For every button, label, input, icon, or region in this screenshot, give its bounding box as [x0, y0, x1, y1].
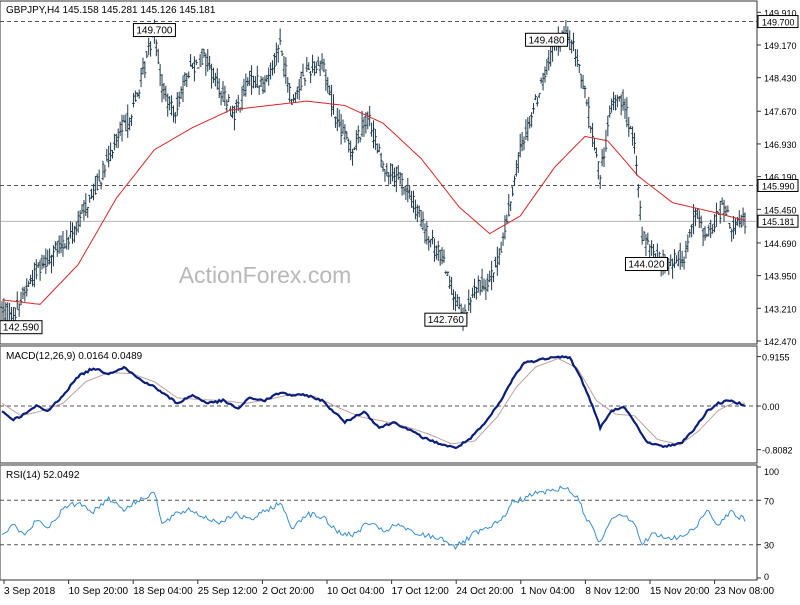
- price-tick-label: 146.190: [764, 173, 797, 183]
- x-tick-label: 23 Nov 08:00: [715, 586, 775, 597]
- price-panel-frame: [0, 0, 758, 345]
- x-tick-label: 24 Oct 20:00: [456, 586, 514, 597]
- x-tick-label: 3 Sep 2018: [4, 586, 56, 597]
- macd-panel-frame: [0, 345, 758, 464]
- annotation-box: [525, 32, 569, 47]
- x-tick-label: 1 Nov 04:00: [521, 586, 575, 597]
- price-tick-label: 146.930: [764, 140, 797, 150]
- x-tick-label: 15 Nov 20:00: [650, 586, 710, 597]
- macd-tick-label: -0.8082: [762, 446, 793, 456]
- moving-average-line: [1, 100, 746, 305]
- price-tag-box: [757, 214, 799, 228]
- x-tick-label: 25 Sep 12:00: [198, 586, 258, 597]
- price-tick-label: 142.470: [764, 337, 797, 347]
- annotation-box: [132, 23, 176, 38]
- annotation-label: 144.020: [628, 260, 665, 271]
- price-tag-label: 149.700: [762, 18, 795, 28]
- annotation-label: 142.590: [3, 323, 40, 334]
- price-annotations: 149.700 149.480 142.590 142.760 144.020: [0, 23, 668, 335]
- annotation-label: 149.480: [528, 35, 565, 46]
- macd-tick-label: 0.9155: [762, 353, 790, 363]
- macd-axis: 0.9155 0.00 -0.8082: [757, 353, 793, 456]
- annotation-box: [424, 312, 468, 327]
- x-tick-label: 8 Nov 12:00: [585, 586, 639, 597]
- price-tag-box: [757, 15, 799, 29]
- price-tick-label: 143.950: [764, 272, 797, 282]
- rsi-title: RSI(14) 52.0492: [6, 470, 80, 481]
- x-tick-label: 10 Oct 04:00: [327, 586, 385, 597]
- x-tick-label: 10 Sep 20:00: [69, 586, 129, 597]
- macd-tick-label: 0.00: [762, 402, 780, 412]
- price-tick-label: 143.210: [764, 304, 797, 314]
- x-tick-label: 17 Oct 12:00: [392, 586, 450, 597]
- price-axis: 149.910 149.170 148.430 147.670 146.930 146.1…: [757, 8, 799, 347]
- rsi-grid: [0, 499, 757, 546]
- price-tick-label: 149.910: [764, 8, 797, 18]
- x-tick-label: 18 Sep 04:00: [133, 586, 193, 597]
- rsi-tick-label: 70: [764, 496, 774, 506]
- price-tick-label: 147.670: [764, 107, 797, 117]
- rsi-line: [1, 485, 746, 551]
- price-tick-label: 148.430: [764, 74, 797, 84]
- price-tick-label: 144.690: [764, 239, 797, 249]
- rsi-panel-frame: [0, 464, 758, 581]
- annotation-label: 142.760: [428, 315, 465, 326]
- price-tag-label: 145.990: [762, 181, 795, 191]
- signal-line: [1, 357, 746, 446]
- macd-line: [1, 355, 746, 450]
- rsi-tick-label: 0: [764, 572, 769, 582]
- annotation-box: [624, 257, 668, 272]
- x-axis: 3 Sep 2018 10 Sep 20:00 18 Sep 04:00 25 Sep…: [3, 580, 775, 597]
- annotation-box: [0, 320, 43, 335]
- price-tick-label: 145.450: [764, 205, 797, 215]
- price-chart-title: GBPJPY,H4 145.158 145.281 145.126 145.18…: [6, 5, 216, 16]
- price-tag-label: 145.181: [762, 217, 795, 227]
- price-tick-label: 149.170: [764, 41, 797, 51]
- annotation-label: 149.700: [136, 26, 173, 37]
- rsi-tick-label: 100: [764, 467, 779, 477]
- watermark-text: ActionForex.com: [179, 262, 352, 288]
- x-tick-label: 2 Oct 20:00: [262, 586, 314, 597]
- price-tag-box: [757, 178, 799, 192]
- price-bars: [0, 19, 747, 332]
- rsi-tick-label: 30: [764, 541, 774, 551]
- macd-title: MACD(12,26,9) 0.0164 0.0489: [6, 351, 143, 362]
- rsi-axis: 100 70 30 0: [757, 466, 779, 582]
